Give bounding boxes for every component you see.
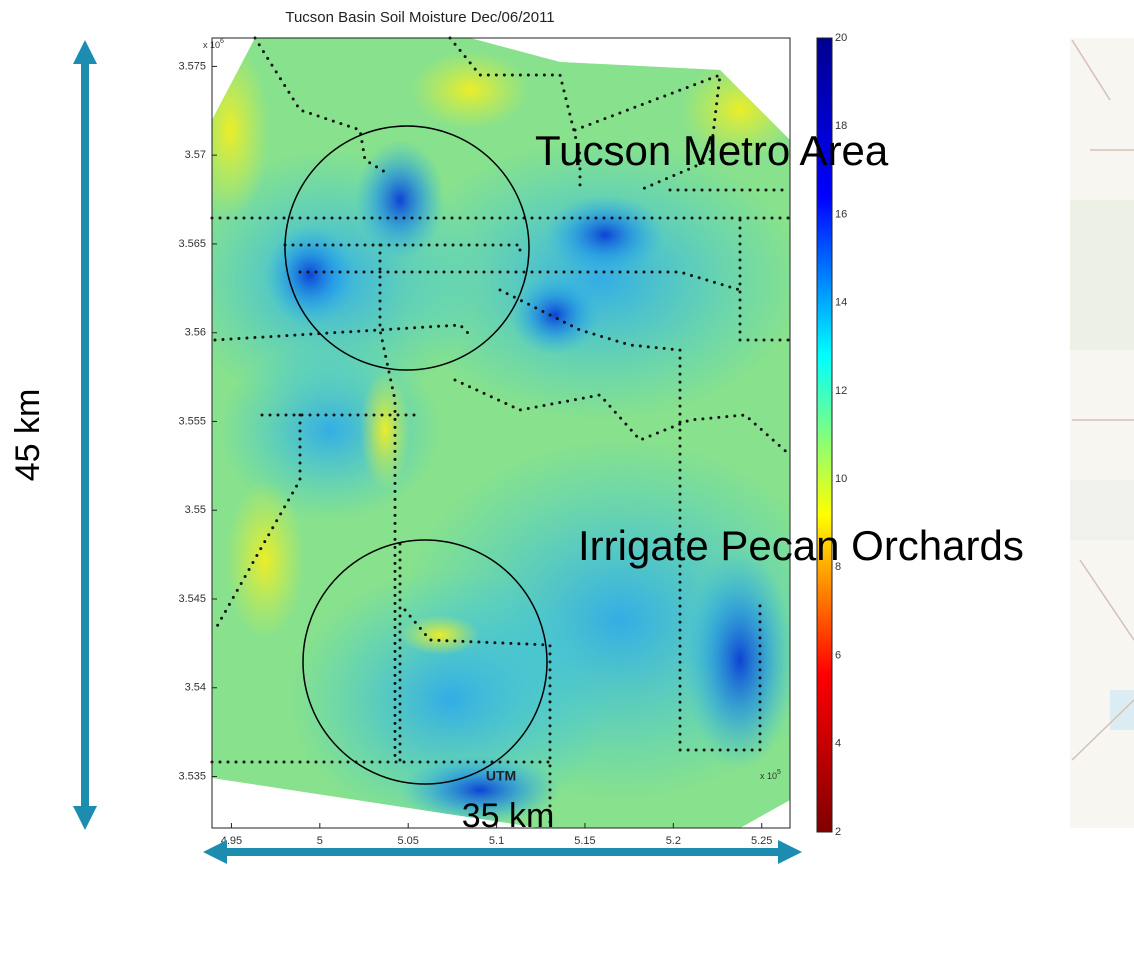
x-tick-label: 5.05 (397, 835, 418, 847)
annotation: Irrigate Pecan Orchards (578, 522, 1024, 569)
background-map (1070, 38, 1134, 828)
x-tick-label: 5.25 (751, 835, 772, 847)
y-tick-label: 3.545 (178, 593, 206, 605)
colorbar-tick-label: 10 (835, 473, 847, 485)
multiplier-exponent: 5 (777, 769, 781, 776)
y-tick-label: 3.54 (185, 682, 206, 694)
y-tick-label: 3.555 (178, 415, 206, 427)
annotation: Tucson Metro Area (535, 127, 889, 174)
colorbar-tick-label: 6 (835, 649, 841, 661)
colorbar-tick-label: 12 (835, 385, 847, 397)
width-label: 35 km (462, 797, 555, 835)
colorbar-tick-label: 20 (835, 32, 847, 44)
multiplier-exponent: 6 (220, 38, 224, 45)
colorbar-tick-label: 2 (835, 826, 841, 838)
slide: 4.95 5 5.05 5.1 5.15 5.2 5.25 3.535 3.54 3.545 3.5… (0, 0, 1134, 954)
y-tick-label: 3.535 (178, 770, 206, 782)
y-tick-label: 3.55 (185, 504, 206, 516)
y-multiplier: x 106 (203, 38, 224, 51)
colorbar-tick-label: 16 (835, 208, 847, 220)
x-tick-label: 5.2 (666, 835, 681, 847)
multiplier-base: x 10 (760, 771, 777, 781)
x-tick-label: 5.15 (574, 835, 595, 847)
x-tick-label: 4.95 (221, 835, 242, 847)
height-label: 45 km (9, 389, 47, 482)
y-tick-label: 3.57 (185, 149, 206, 161)
y-tick-label: 3.56 (185, 327, 206, 339)
x-tick-label: 5 (317, 835, 323, 847)
x-axis-label: UTM (486, 768, 516, 784)
multiplier-base: x 10 (203, 40, 220, 50)
chart-title: Tucson Basin Soil Moisture Dec/06/2011 (285, 9, 554, 26)
colorbar-tick-label: 14 (835, 297, 847, 309)
x-tick-label: 5.1 (489, 835, 504, 847)
y-tick-label: 3.575 (178, 60, 206, 72)
y-tick-label: 3.565 (178, 238, 206, 250)
colorbar-tick-label: 4 (835, 738, 841, 750)
